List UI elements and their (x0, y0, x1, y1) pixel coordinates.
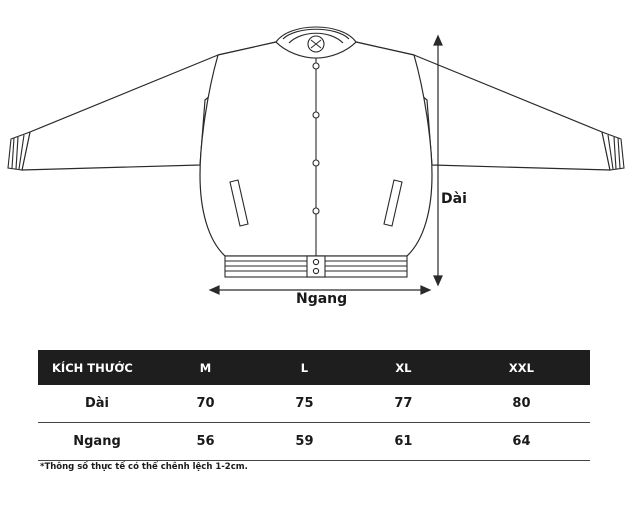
table-cell: 80 (452, 385, 590, 423)
header-size-l: L (254, 350, 354, 385)
waistband-button (312, 258, 320, 266)
button (312, 62, 320, 70)
right-pocket (383, 179, 403, 227)
table-header-row: KÍCH THƯỚC M L XL XXL (38, 350, 590, 385)
table-cell: 70 (156, 385, 255, 423)
table-cell: 64 (452, 422, 590, 461)
footnote: *Thông số thực tế có thể chênh lệch 1-2c… (40, 462, 248, 472)
pockets (229, 179, 403, 227)
left-pocket (229, 179, 249, 227)
table-cell: 56 (156, 422, 255, 461)
button (312, 111, 320, 119)
size-table: KÍCH THƯỚC M L XL XXL Dài 70 75 77 80 Ng… (38, 350, 590, 461)
button (312, 207, 320, 215)
left-cuff (7, 131, 31, 171)
header-size-xxl: XXL (452, 350, 590, 385)
table-row: Ngang 56 59 61 64 (38, 422, 590, 461)
length-arrow (433, 34, 443, 287)
row-label: Ngang (38, 422, 156, 461)
jacket-diagram (7, 26, 625, 295)
waistband (224, 255, 408, 278)
collar (275, 26, 357, 59)
header-size-m: M (156, 350, 255, 385)
header-size-label: KÍCH THƯỚC (38, 350, 156, 385)
row-label: Dài (38, 385, 156, 423)
header-size-xl: XL (353, 350, 453, 385)
length-label: Dài (441, 191, 467, 207)
width-arrow (208, 285, 432, 295)
waistband-button (312, 267, 320, 275)
table-cell: 61 (353, 422, 453, 461)
button (312, 159, 320, 167)
table-row: Dài 70 75 77 80 (38, 385, 590, 423)
buttons (312, 62, 320, 215)
table-cell: 59 (254, 422, 354, 461)
table-cell: 77 (353, 385, 453, 423)
width-label: Ngang (296, 291, 348, 307)
table-cell: 75 (254, 385, 354, 423)
right-cuff (601, 131, 625, 171)
